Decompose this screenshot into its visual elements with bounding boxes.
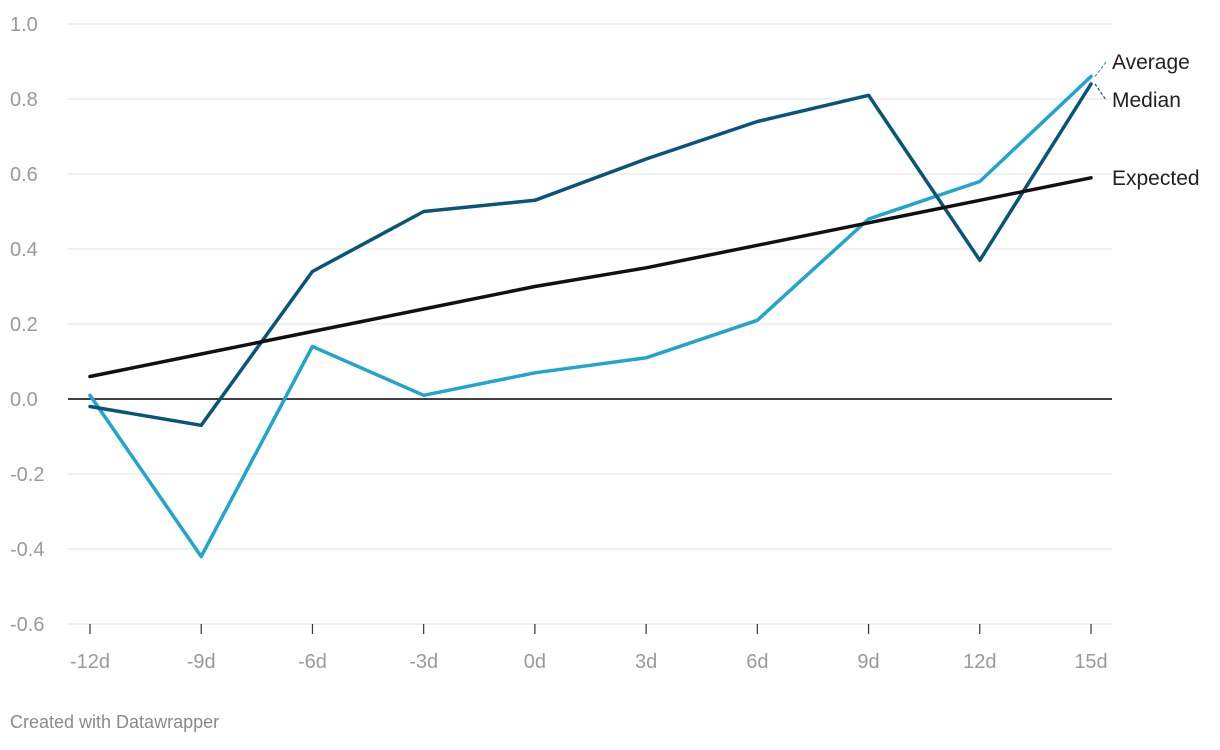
x-tick-label: 12d	[963, 651, 996, 673]
x-tick-label: 0d	[524, 651, 546, 673]
x-tick-label: -6d	[298, 651, 327, 673]
series-label-average: Average	[1112, 51, 1190, 74]
y-axis-labels: 1.0 0.8 0.6 0.4 0.2 0.0 -0.2 -0.4 -0.6	[10, 14, 44, 636]
x-tick-label: -12d	[70, 651, 110, 673]
line-chart: 1.0 0.8 0.6 0.4 0.2 0.0 -0.2 -0.4 -0.6 -12d -9d -6…	[10, 14, 1200, 673]
series-line-average	[88, 74, 1093, 559]
y-tick-label: -0.4	[10, 539, 44, 561]
x-axis: -12d -9d -6d -3d 0d 3d 6d 9d 12d 15d	[70, 624, 1108, 673]
y-tick-label: 1.0	[10, 14, 38, 36]
x-tick-label: 15d	[1074, 651, 1107, 673]
x-tick-label: 9d	[857, 651, 879, 673]
x-tick-label: -3d	[409, 651, 438, 673]
series-line-expected	[88, 176, 1093, 379]
y-tick-label: 0.4	[10, 239, 38, 261]
y-tick-label: 0.6	[10, 164, 38, 186]
grid-layer	[68, 23, 1112, 625]
y-tick-label: -0.6	[10, 614, 44, 636]
series-line-median	[88, 82, 1093, 428]
x-tick-label: -9d	[187, 651, 216, 673]
y-tick-label: 0.0	[10, 389, 38, 411]
y-tick-label: 0.8	[10, 89, 38, 111]
series-label-expected: Expected	[1112, 167, 1200, 190]
y-tick-label: -0.2	[10, 464, 44, 486]
label-leader-line	[1094, 61, 1107, 77]
x-tick-label: 6d	[746, 651, 768, 673]
label-leader-line	[1094, 83, 1107, 101]
series-labels: Average Median Expected	[1094, 51, 1200, 190]
x-tick-label: 3d	[635, 651, 657, 673]
y-tick-label: 0.2	[10, 314, 38, 336]
series-label-median: Median	[1112, 89, 1181, 112]
footer-credit: Created with Datawrapper	[10, 712, 220, 732]
series-layer	[88, 74, 1093, 559]
